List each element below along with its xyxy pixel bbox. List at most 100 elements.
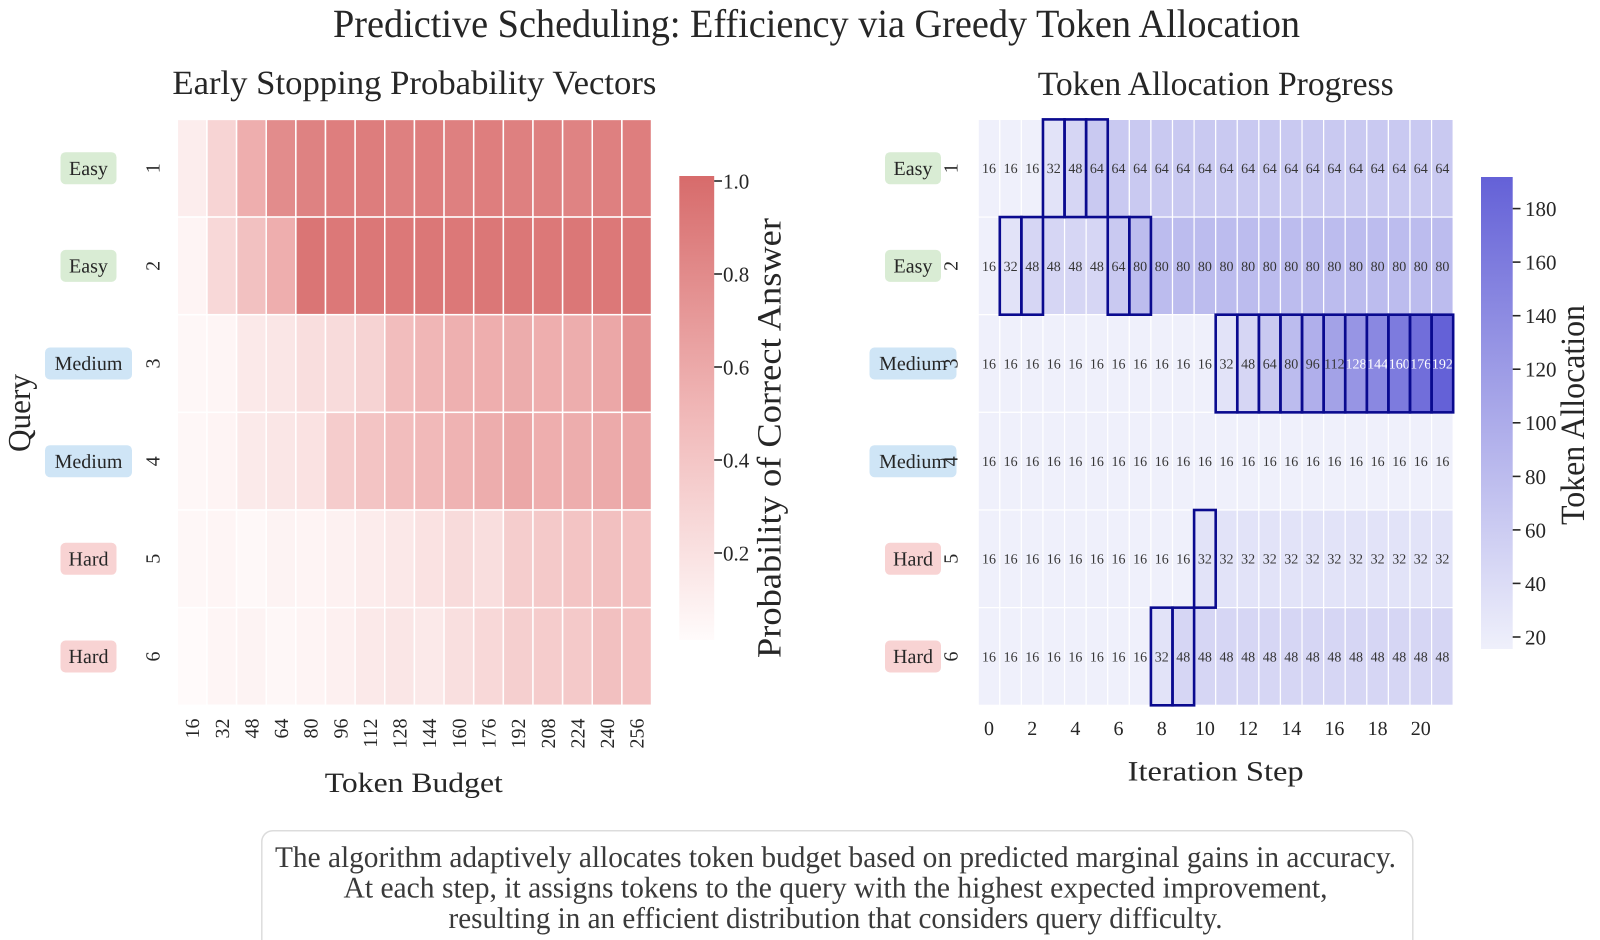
svg-text:16: 16 bbox=[1198, 357, 1212, 372]
svg-text:Easy: Easy bbox=[69, 256, 108, 278]
svg-text:3: 3 bbox=[941, 359, 963, 369]
svg-text:80: 80 bbox=[1435, 260, 1449, 275]
svg-text:14: 14 bbox=[1281, 718, 1301, 740]
svg-text:Medium: Medium bbox=[879, 451, 947, 473]
svg-text:32: 32 bbox=[1414, 553, 1428, 568]
svg-text:32: 32 bbox=[1220, 553, 1234, 568]
svg-text:32: 32 bbox=[1327, 553, 1341, 568]
svg-text:48: 48 bbox=[1241, 357, 1255, 372]
svg-text:32: 32 bbox=[1004, 260, 1018, 275]
svg-text:16: 16 bbox=[1349, 455, 1363, 470]
svg-text:64: 64 bbox=[1176, 162, 1190, 177]
svg-text:20: 20 bbox=[1525, 625, 1546, 649]
svg-text:6: 6 bbox=[1114, 718, 1124, 740]
svg-text:32: 32 bbox=[1241, 553, 1255, 568]
svg-text:16: 16 bbox=[1392, 455, 1406, 470]
svg-text:176: 176 bbox=[479, 719, 501, 749]
svg-text:16: 16 bbox=[982, 650, 996, 665]
svg-text:10: 10 bbox=[1195, 718, 1215, 740]
svg-text:48: 48 bbox=[1047, 260, 1061, 275]
svg-text:100: 100 bbox=[1525, 411, 1557, 435]
svg-text:Iteration Step: Iteration Step bbox=[1128, 757, 1304, 788]
svg-text:At each step, it assigns token: At each step, it assigns tokens to the q… bbox=[344, 872, 1328, 905]
svg-text:16: 16 bbox=[1176, 455, 1190, 470]
svg-text:The algorithm adaptively alloc: The algorithm adaptively allocates token… bbox=[275, 841, 1396, 874]
svg-text:16: 16 bbox=[1068, 357, 1082, 372]
svg-text:240: 240 bbox=[597, 719, 619, 749]
svg-text:16: 16 bbox=[1090, 553, 1104, 568]
svg-text:Token Allocation Progress: Token Allocation Progress bbox=[1038, 66, 1394, 103]
svg-text:0.4: 0.4 bbox=[723, 448, 750, 472]
svg-text:16: 16 bbox=[1324, 718, 1344, 740]
svg-text:Medium: Medium bbox=[879, 353, 947, 375]
svg-text:16: 16 bbox=[1004, 553, 1018, 568]
svg-text:64: 64 bbox=[1263, 162, 1277, 177]
svg-text:80: 80 bbox=[301, 719, 323, 739]
svg-text:64: 64 bbox=[1371, 162, 1385, 177]
svg-text:64: 64 bbox=[1414, 162, 1428, 177]
svg-text:176: 176 bbox=[1410, 357, 1431, 372]
svg-text:16: 16 bbox=[1133, 357, 1147, 372]
svg-text:resulting in an efficient dist: resulting in an efficient distribution t… bbox=[449, 902, 1223, 935]
svg-text:48: 48 bbox=[1176, 650, 1190, 665]
svg-text:16: 16 bbox=[982, 553, 996, 568]
svg-text:64: 64 bbox=[1284, 162, 1298, 177]
svg-text:32: 32 bbox=[1435, 553, 1449, 568]
svg-text:80: 80 bbox=[1263, 260, 1277, 275]
svg-text:16: 16 bbox=[1133, 553, 1147, 568]
svg-text:16: 16 bbox=[1090, 357, 1104, 372]
svg-text:112: 112 bbox=[360, 719, 382, 748]
svg-text:32: 32 bbox=[1047, 162, 1061, 177]
svg-text:48: 48 bbox=[1327, 650, 1341, 665]
svg-text:16: 16 bbox=[1047, 455, 1061, 470]
svg-text:1: 1 bbox=[941, 163, 963, 173]
svg-text:16: 16 bbox=[1155, 455, 1169, 470]
svg-text:2: 2 bbox=[1027, 718, 1037, 740]
svg-text:80: 80 bbox=[1284, 357, 1298, 372]
svg-text:18: 18 bbox=[1368, 718, 1388, 740]
svg-text:Easy: Easy bbox=[894, 256, 933, 278]
svg-text:6: 6 bbox=[143, 652, 165, 662]
svg-text:40: 40 bbox=[1525, 572, 1546, 596]
svg-text:Easy: Easy bbox=[69, 158, 108, 180]
svg-text:16: 16 bbox=[982, 455, 996, 470]
svg-text:64: 64 bbox=[1112, 260, 1126, 275]
svg-text:3: 3 bbox=[143, 359, 165, 369]
svg-text:64: 64 bbox=[1090, 162, 1104, 177]
svg-text:80: 80 bbox=[1392, 260, 1406, 275]
svg-text:96: 96 bbox=[1306, 357, 1320, 372]
svg-text:80: 80 bbox=[1198, 260, 1212, 275]
svg-text:4: 4 bbox=[143, 456, 165, 466]
svg-text:16: 16 bbox=[1284, 455, 1298, 470]
svg-text:Token Allocation: Token Allocation bbox=[1555, 305, 1592, 525]
svg-text:16: 16 bbox=[982, 260, 996, 275]
svg-text:8: 8 bbox=[1157, 718, 1167, 740]
svg-text:32: 32 bbox=[212, 719, 234, 739]
svg-text:16: 16 bbox=[1155, 357, 1169, 372]
svg-text:208: 208 bbox=[538, 719, 560, 749]
svg-text:64: 64 bbox=[1220, 162, 1234, 177]
svg-text:16: 16 bbox=[1025, 357, 1039, 372]
svg-text:64: 64 bbox=[1155, 162, 1169, 177]
svg-text:64: 64 bbox=[1198, 162, 1212, 177]
svg-text:0.8: 0.8 bbox=[723, 262, 749, 286]
svg-text:160: 160 bbox=[1389, 357, 1410, 372]
svg-text:192: 192 bbox=[1432, 357, 1453, 372]
svg-text:48: 48 bbox=[1414, 650, 1428, 665]
svg-text:1: 1 bbox=[143, 163, 165, 173]
svg-text:16: 16 bbox=[1004, 455, 1018, 470]
svg-text:16: 16 bbox=[1241, 455, 1255, 470]
svg-text:16: 16 bbox=[1176, 553, 1190, 568]
svg-text:48: 48 bbox=[1263, 650, 1277, 665]
svg-text:64: 64 bbox=[1349, 162, 1363, 177]
svg-text:80: 80 bbox=[1284, 260, 1298, 275]
svg-text:16: 16 bbox=[982, 357, 996, 372]
svg-text:128: 128 bbox=[390, 719, 412, 749]
svg-text:Early Stopping Probability Vec: Early Stopping Probability Vectors bbox=[172, 65, 656, 102]
svg-text:16: 16 bbox=[1327, 455, 1341, 470]
svg-text:180: 180 bbox=[1525, 197, 1557, 221]
svg-text:16: 16 bbox=[1435, 455, 1449, 470]
svg-text:64: 64 bbox=[1241, 162, 1255, 177]
svg-text:16: 16 bbox=[1371, 455, 1385, 470]
svg-text:48: 48 bbox=[1349, 650, 1363, 665]
